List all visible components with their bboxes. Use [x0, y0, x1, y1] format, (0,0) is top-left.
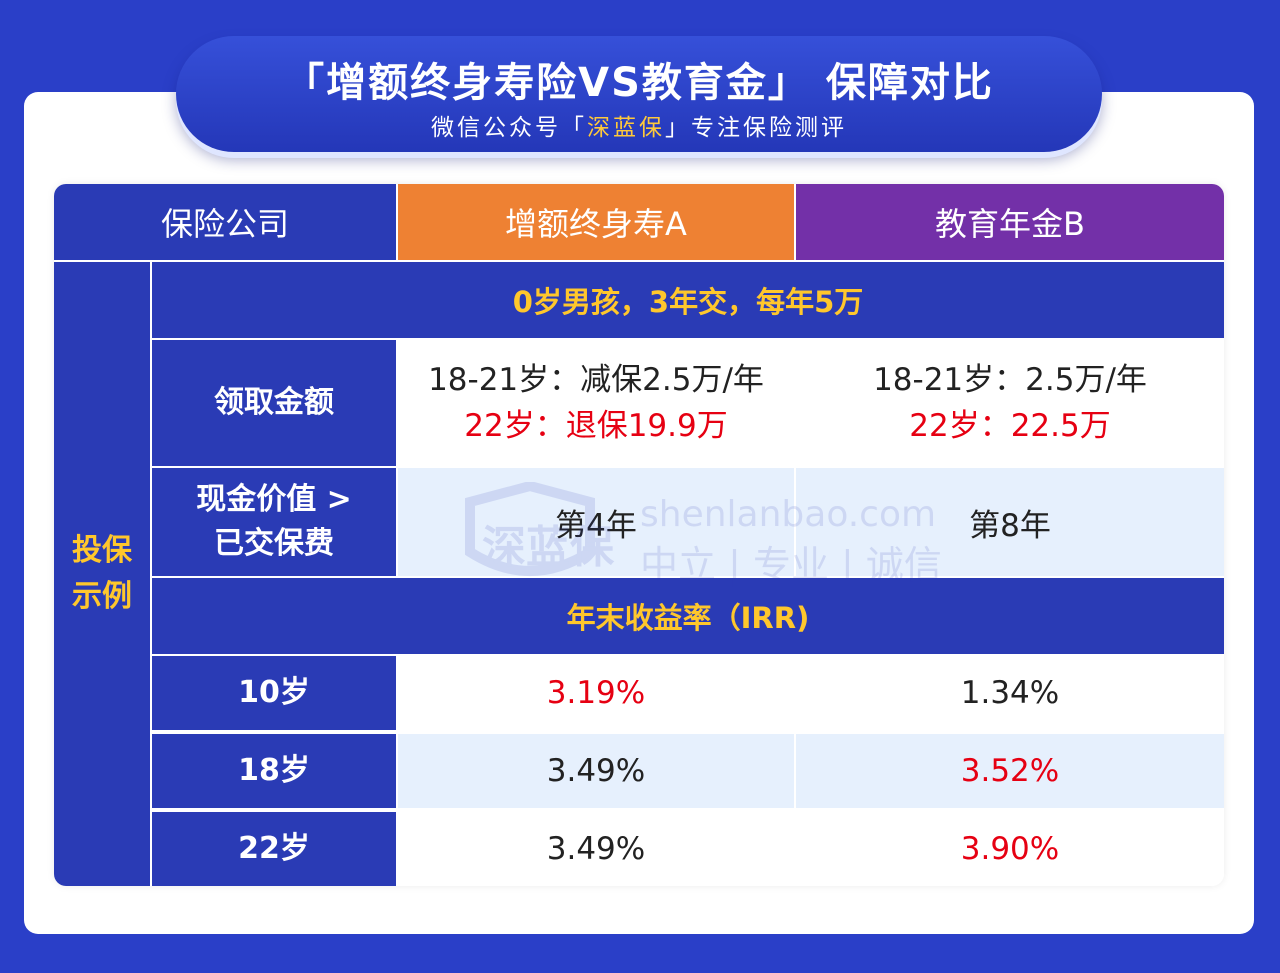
irr-product-a-1: 3.49%: [398, 734, 794, 808]
subtitle-suffix: 」专注保险测评: [665, 115, 847, 141]
payout-product-b: 18-21岁：2.5万/年 22岁：22.5万: [796, 340, 1224, 466]
header-company: 保险公司: [54, 184, 396, 260]
cash-value-product-a: 第4年: [398, 468, 794, 576]
irr-product-b-0: 1.34%: [796, 656, 1224, 730]
subtitle-brand: 深蓝保: [587, 115, 665, 141]
page-title: 「增额终身寿险VS教育金」 保障对比: [284, 60, 994, 106]
section-label: 投保 示例: [54, 262, 150, 886]
irr-age-2: 22岁: [152, 812, 396, 886]
section-label-line1: 投保: [72, 533, 132, 568]
payout-label: 领取金额: [152, 340, 396, 466]
irr-product-b-2: 3.90%: [796, 812, 1224, 886]
cash-value-product-b: 第8年: [796, 468, 1224, 576]
cash-value-label: 现金价值 > 已交保费: [152, 468, 396, 576]
cash-value-label-line1: 现金价值 >: [196, 482, 352, 517]
irr-product-a-2: 3.49%: [398, 812, 794, 886]
scenario-row: 0岁男孩，3年交，每年5万: [152, 262, 1224, 338]
subtitle-prefix: 微信公众号「: [431, 115, 587, 141]
comparison-table: 保险公司 增额终身寿A 教育年金B 投保 示例 0岁男孩，3年交，每年5万 领取…: [54, 184, 1224, 886]
irr-product-b-1: 3.52%: [796, 734, 1224, 808]
irr-age-0: 10岁: [152, 656, 396, 730]
payout-a-line1: 18-21岁：减保2.5万/年: [428, 362, 764, 398]
irr-age-1: 18岁: [152, 734, 396, 808]
header-product-a: 增额终身寿A: [398, 184, 794, 260]
title-banner: 「增额终身寿险VS教育金」 保障对比 微信公众号「深蓝保」专注保险测评: [176, 36, 1102, 152]
header-product-b: 教育年金B: [796, 184, 1224, 260]
payout-a-line2: 22岁：退保19.9万: [464, 408, 728, 444]
payout-b-line1: 18-21岁：2.5万/年: [873, 362, 1147, 398]
payout-product-a: 18-21岁：减保2.5万/年 22岁：退保19.9万: [398, 340, 794, 466]
irr-header-row: 年末收益率（IRR): [152, 578, 1224, 654]
page-subtitle: 微信公众号「深蓝保」专注保险测评: [176, 108, 1102, 142]
irr-product-a-0: 3.19%: [398, 656, 794, 730]
payout-b-line2: 22岁：22.5万: [909, 408, 1111, 444]
cash-value-label-line2: 已交保费: [214, 526, 334, 561]
section-label-line2: 示例: [72, 579, 132, 614]
